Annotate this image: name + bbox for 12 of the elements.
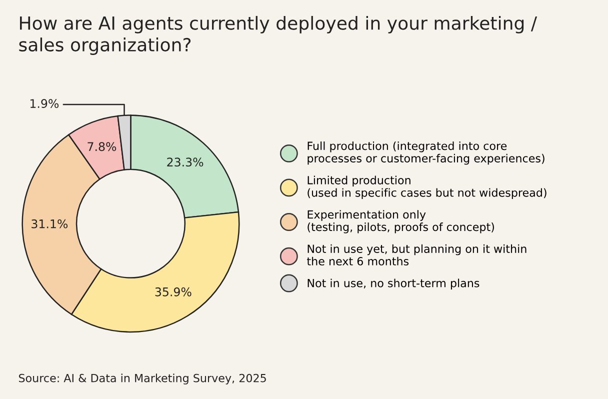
legend-label: Full production (integrated into core processes or customer-facing experiences) bbox=[308, 141, 544, 165]
source-note: Source: AI & Data in Marketing Survey, 2025 bbox=[18, 374, 266, 384]
chart-title: How are AI agents currently deployed in your marketing / sales organization? bbox=[19, 16, 538, 56]
data-label: 31.1% bbox=[32, 219, 68, 228]
legend-label: Not in use yet, but planning on it within the next 6 months bbox=[307, 244, 526, 266]
legend-label: Not in use, no short-term plans bbox=[308, 278, 480, 290]
data-label: 23.3% bbox=[167, 158, 204, 167]
data-label: 35.9% bbox=[155, 287, 192, 296]
data-label: 7.8% bbox=[88, 142, 116, 152]
legend-label: Experimentation only (testing, pilots, proofs of concept) bbox=[308, 210, 494, 234]
data-label: 1.9% bbox=[30, 99, 59, 108]
legend-label: Limited production (used in specific cases but not widespread) bbox=[308, 176, 546, 199]
